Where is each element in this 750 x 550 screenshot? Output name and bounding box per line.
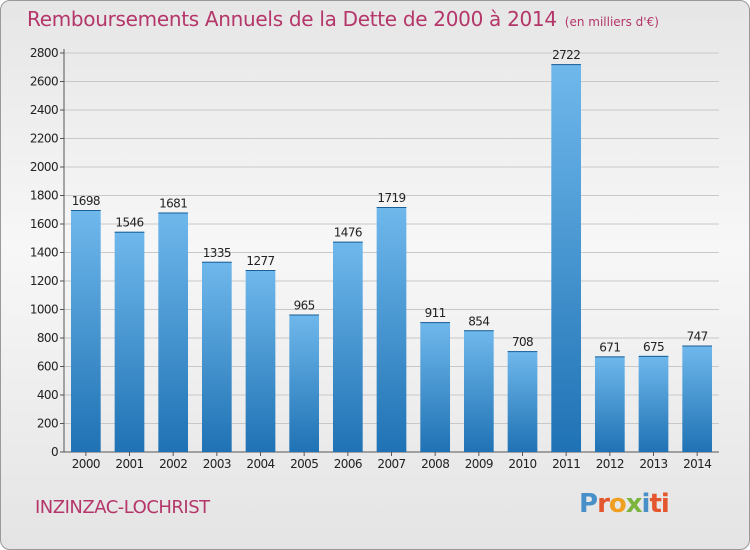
bar bbox=[332, 241, 363, 452]
x-tick-label: 2012 bbox=[596, 457, 624, 471]
bar-value-label: 1719 bbox=[377, 191, 405, 205]
bar bbox=[463, 330, 494, 452]
bar bbox=[245, 270, 276, 452]
y-tick-label: 800 bbox=[37, 331, 58, 345]
y-tick-label: 2600 bbox=[30, 75, 58, 89]
logo-letter: r bbox=[597, 489, 610, 519]
bars bbox=[70, 64, 713, 453]
bar bbox=[158, 212, 189, 452]
y-tick-label: 2400 bbox=[30, 103, 58, 117]
bar bbox=[638, 355, 669, 452]
x-tick-label: 2007 bbox=[377, 457, 405, 471]
y-tick-label: 400 bbox=[37, 388, 58, 402]
logo-letter: x bbox=[625, 489, 643, 519]
bar bbox=[551, 64, 582, 453]
x-tick-label: 2014 bbox=[683, 457, 711, 471]
y-tick-label: 1000 bbox=[30, 303, 58, 317]
x-tick-label: 2000 bbox=[72, 457, 100, 471]
y-tick-label: 2000 bbox=[30, 160, 58, 174]
logo-letter: ti bbox=[649, 489, 669, 519]
bar-value-label: 1277 bbox=[246, 254, 274, 268]
y-tick-label: 2200 bbox=[30, 132, 58, 146]
bar bbox=[594, 356, 625, 452]
bar-value-label: 1476 bbox=[334, 226, 362, 240]
x-tick-label: 2008 bbox=[421, 457, 449, 471]
y-tick-label: 2800 bbox=[30, 46, 58, 60]
bar-value-label: 1335 bbox=[203, 246, 231, 260]
y-tick-label: 1800 bbox=[30, 189, 58, 203]
bar-value-label: 1698 bbox=[72, 194, 100, 208]
commune-name: INZINZAC-LOCHRIST bbox=[35, 497, 210, 518]
y-tick-label: 0 bbox=[51, 445, 58, 459]
chart-unit: (en milliers d'€) bbox=[564, 15, 659, 29]
logo-letter: i bbox=[641, 489, 651, 519]
x-tick-label: 2011 bbox=[552, 457, 580, 471]
x-tick-label: 2001 bbox=[115, 457, 143, 471]
x-tick-label: 2010 bbox=[508, 457, 536, 471]
bar-value-label: 747 bbox=[687, 330, 708, 344]
x-tick-label: 2003 bbox=[203, 457, 231, 471]
bar bbox=[289, 314, 320, 452]
bar-value-label: 854 bbox=[468, 314, 489, 328]
axes: 0 200 400 600 800 1000 1200 1400 1600 1800 2000 220… bbox=[30, 46, 719, 471]
value-labels: 1698 1546 1681 1335 1277 965 1476 1719 911 854 708… bbox=[72, 48, 709, 354]
bar-value-label: 675 bbox=[643, 340, 664, 354]
bar-value-label: 965 bbox=[294, 298, 315, 312]
bar-value-label: 671 bbox=[599, 340, 620, 354]
bar bbox=[114, 231, 145, 452]
bar-value-label: 1681 bbox=[159, 196, 187, 210]
bar bbox=[420, 322, 451, 452]
bar bbox=[682, 345, 713, 452]
x-tick-label: 2002 bbox=[159, 457, 187, 471]
y-tick-label: 600 bbox=[37, 360, 58, 374]
x-tick-label: 2013 bbox=[639, 457, 667, 471]
x-tick-label: 2004 bbox=[246, 457, 274, 471]
bar-value-label: 708 bbox=[512, 335, 533, 349]
bar-value-label: 1546 bbox=[115, 216, 143, 230]
x-tick-label: 2009 bbox=[465, 457, 493, 471]
x-tick-label: 2005 bbox=[290, 457, 318, 471]
bar bbox=[507, 351, 538, 452]
y-tick-label: 200 bbox=[37, 417, 58, 431]
chart-title-text: Remboursements Annuels de la Dette de 20… bbox=[27, 7, 557, 31]
logo-letter: o bbox=[608, 489, 627, 519]
proxiti-logo: Proxiti bbox=[579, 489, 670, 519]
bar-value-label: 911 bbox=[425, 306, 446, 320]
chart-title: Remboursements Annuels de la Dette de 20… bbox=[27, 7, 659, 31]
y-tick-label: 1400 bbox=[30, 246, 58, 260]
logo-letter: P bbox=[579, 489, 598, 519]
y-tick-label: 1200 bbox=[30, 274, 58, 288]
bar-value-label: 2722 bbox=[552, 48, 580, 62]
bar bbox=[201, 261, 232, 452]
x-tick-label: 2006 bbox=[334, 457, 362, 471]
bar bbox=[70, 210, 101, 452]
y-tick-label: 1600 bbox=[30, 217, 58, 231]
bar bbox=[376, 207, 407, 452]
